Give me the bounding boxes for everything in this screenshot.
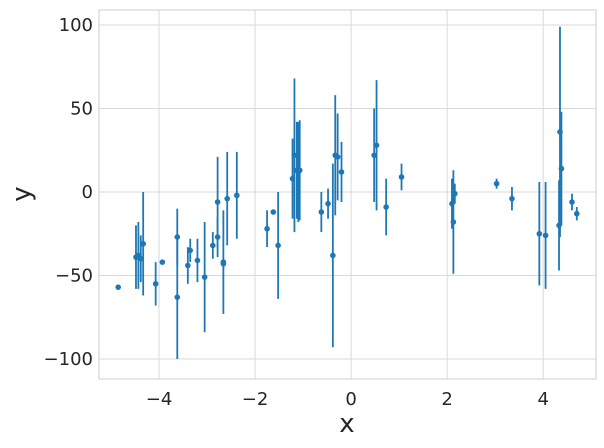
data-point bbox=[452, 190, 458, 197]
data-point bbox=[152, 281, 159, 287]
data-point bbox=[398, 174, 405, 180]
data-point bbox=[214, 199, 221, 205]
x-tick-label: 0 bbox=[345, 389, 356, 410]
data-point bbox=[185, 262, 191, 269]
data-point bbox=[264, 225, 270, 232]
plot-frame bbox=[98, 9, 597, 380]
data-point bbox=[373, 142, 380, 149]
y-tick-label: 100 bbox=[59, 15, 93, 36]
data-point bbox=[220, 260, 227, 267]
data-point bbox=[569, 199, 575, 205]
y-tick-label: −50 bbox=[55, 265, 93, 286]
data-point bbox=[115, 284, 122, 290]
data-point bbox=[291, 152, 298, 159]
x-tick-label: −4 bbox=[146, 389, 173, 410]
data-point bbox=[174, 294, 181, 300]
data-point bbox=[558, 165, 565, 172]
tick-labels: −4 −2 0 2 4 −100 −50 0 50 100 bbox=[44, 15, 549, 410]
x-tick-label: 4 bbox=[537, 389, 548, 410]
x-tick-label: −2 bbox=[242, 389, 269, 410]
data-point bbox=[210, 242, 216, 249]
data-point bbox=[174, 234, 181, 240]
data-point bbox=[137, 255, 144, 262]
data-point bbox=[194, 257, 201, 264]
plot-background bbox=[99, 10, 596, 379]
data-point bbox=[338, 169, 345, 175]
data-point bbox=[573, 210, 580, 217]
data-point bbox=[493, 180, 500, 187]
y-tick-label: 50 bbox=[70, 99, 93, 120]
data-point bbox=[296, 167, 303, 174]
data-point bbox=[140, 240, 146, 247]
data-point bbox=[509, 195, 515, 202]
data-point bbox=[450, 219, 457, 225]
data-point bbox=[542, 232, 549, 239]
x-axis-label: x bbox=[339, 409, 354, 439]
data-point bbox=[224, 195, 231, 202]
data-point bbox=[270, 209, 277, 215]
data-point bbox=[383, 204, 389, 210]
data-point bbox=[334, 154, 341, 160]
data-point bbox=[275, 242, 281, 249]
data-point bbox=[187, 247, 194, 254]
y-tick-label: −100 bbox=[44, 349, 93, 370]
data-point bbox=[371, 152, 377, 159]
data-point bbox=[201, 274, 208, 280]
y-axis-label: y bbox=[7, 186, 37, 201]
data-point bbox=[234, 192, 240, 199]
data-point bbox=[330, 252, 336, 259]
data-point bbox=[214, 234, 221, 240]
data-series bbox=[115, 26, 580, 359]
grid-lines bbox=[99, 10, 596, 379]
data-point bbox=[318, 209, 325, 215]
data-point bbox=[159, 259, 166, 265]
data-point bbox=[325, 200, 331, 207]
data-point bbox=[536, 230, 543, 237]
y-tick-label: 0 bbox=[82, 182, 93, 203]
x-tick-label: 2 bbox=[441, 389, 452, 410]
